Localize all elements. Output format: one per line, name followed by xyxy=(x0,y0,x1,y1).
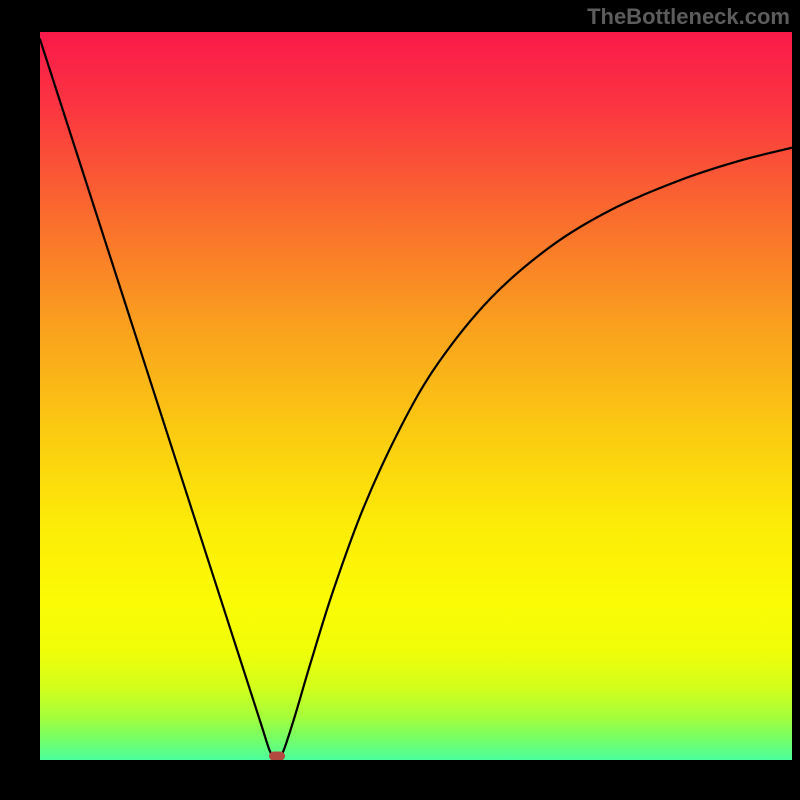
watermark-text: TheBottleneck.com xyxy=(587,4,790,30)
plot-area xyxy=(40,32,792,760)
min-marker xyxy=(269,751,285,760)
curve-path xyxy=(40,39,792,759)
frame-left xyxy=(0,0,40,800)
frame-bottom xyxy=(0,760,800,800)
bottleneck-curve xyxy=(40,32,792,760)
frame-right xyxy=(792,0,800,800)
chart-root: TheBottleneck.com xyxy=(0,0,800,800)
